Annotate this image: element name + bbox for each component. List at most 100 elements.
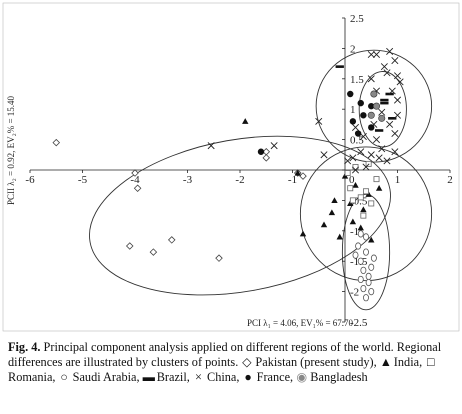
series-square (344, 160, 380, 219)
point-triangle (242, 118, 249, 124)
point-cross (362, 163, 370, 171)
point-grey-circle (370, 90, 378, 98)
point-dash (380, 98, 389, 102)
point-cross (383, 157, 391, 165)
y-axis-label: PCII λ₂ = 0.92, EV₂% = 15.40 (6, 95, 16, 205)
legend-label-pakistan: Pakistan (present study), (252, 355, 380, 369)
point-cross (393, 72, 402, 80)
point-circle (363, 233, 369, 241)
legend-label-brazil: Brazil, (153, 370, 193, 384)
point-diamond (125, 242, 134, 250)
origin-tick-label: 0 (349, 174, 355, 186)
point-cross (315, 117, 323, 125)
point-cross (270, 142, 278, 150)
legend-triangle-icon: ▲ (379, 355, 392, 369)
cluster-ellipse (341, 193, 391, 311)
figure-caption: Fig. 4. Principal component analysis app… (8, 340, 456, 385)
point-cross (207, 142, 215, 150)
y-tick-label: -2.5 (350, 317, 368, 329)
point-square (368, 200, 375, 207)
point-diamond (299, 172, 307, 180)
point-dash (388, 117, 397, 120)
x-tick-label: 1 (395, 174, 401, 186)
point-filled-circle (357, 99, 364, 107)
point-cross (386, 120, 394, 128)
point-cross (378, 145, 386, 153)
point-cross (375, 154, 383, 162)
cluster-ellipses (89, 49, 433, 311)
point-filled-circle (360, 112, 367, 119)
legend-label-romania: Romania, (8, 370, 59, 384)
point-cross (367, 151, 375, 159)
legend-square-icon: □ (427, 355, 435, 369)
legend-diamond-icon: ◇ (242, 355, 252, 369)
point-triangle (320, 221, 328, 228)
point-cross (396, 78, 404, 86)
legend-filled-circle-icon: ● (244, 370, 252, 384)
y-tick-label: 1.5 (350, 74, 364, 86)
point-cross (388, 87, 396, 95)
point-cross (320, 151, 328, 159)
point-cross (357, 148, 365, 156)
legend-label-france: France, (253, 370, 297, 384)
plot-frame (2, 2, 460, 332)
point-circle (357, 230, 364, 238)
y-tick-label: -2 (350, 287, 359, 299)
point-square (360, 212, 367, 219)
point-diamond (52, 138, 61, 147)
y-tick-label: 0.5 (350, 135, 364, 147)
x-tick-label: -4 (130, 174, 140, 186)
point-cross (393, 96, 402, 104)
point-grey-circle (372, 102, 380, 110)
point-filled-circle (368, 124, 375, 131)
point-circle (368, 263, 375, 271)
point-cross (391, 148, 399, 156)
point-dash (380, 101, 389, 105)
point-diamond (131, 169, 139, 177)
point-cross (383, 69, 391, 77)
point-circle (355, 242, 362, 250)
figure: -6-5-4-3-2-1122.521.510.5-0.5-1-1.5-2-2.… (2, 2, 460, 332)
point-circle (357, 257, 364, 265)
point-grey-circle (378, 114, 386, 122)
point-dash (374, 129, 384, 132)
pca-scatter-chart: -6-5-4-3-2-1122.521.510.5-0.5-1-1.5-2-2.… (2, 2, 460, 332)
point-circle (365, 278, 372, 287)
point-cross (391, 57, 399, 65)
point-square (349, 197, 356, 204)
point-diamond (149, 248, 158, 256)
point-circle (363, 248, 369, 256)
point-cross (393, 111, 402, 119)
point-filled-circle (368, 102, 375, 110)
y-tick-label: -1 (350, 226, 359, 238)
legend-label-bangladesh: Bangladesh (307, 370, 368, 384)
point-cross (367, 50, 375, 58)
series-grey-circle (367, 90, 386, 122)
point-circle (370, 254, 377, 262)
x-axis-label: PCI λ₁ = 4.06, EV₁% = 67.70 (247, 318, 354, 328)
legend-grey-circle-icon: ◉ (296, 370, 308, 384)
legend-dash-icon: ▬ (142, 370, 155, 384)
point-cross (349, 154, 357, 162)
point-triangle (357, 224, 364, 231)
cluster-ellipse (358, 71, 407, 148)
x-tick-label: -6 (25, 174, 35, 186)
point-grey-circle (367, 111, 375, 119)
legend-label-saudi-arabia: Saudi Arabia, (69, 370, 143, 384)
point-cross (351, 166, 360, 174)
cluster-ellipse (89, 135, 391, 296)
point-triangle (352, 182, 359, 188)
point-filled-circle (257, 148, 265, 155)
point-square (363, 188, 369, 195)
point-circle (365, 272, 372, 280)
point-triangle (375, 185, 383, 191)
point-cross (359, 133, 367, 141)
point-dash (335, 65, 344, 68)
tick-labels: -6-5-4-3-2-1122.521.510.5-0.5-1-1.5-2-2.… (25, 13, 452, 329)
point-triangle (349, 218, 357, 225)
legend-label-china: China, (203, 370, 243, 384)
point-square (344, 170, 351, 176)
series-cross (207, 47, 404, 174)
point-filled-circle (347, 90, 354, 98)
point-cross (378, 108, 386, 116)
